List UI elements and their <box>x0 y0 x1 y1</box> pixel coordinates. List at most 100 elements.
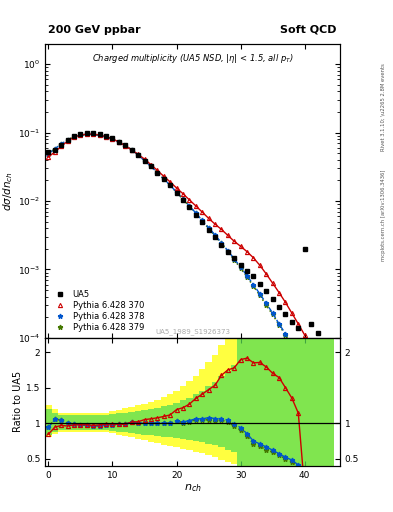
Pythia 6.428 379 <box>162 176 166 182</box>
Pythia 6.428 378 <box>251 282 256 288</box>
Text: Rivet 3.1.10; \u2265 2.8M events: Rivet 3.1.10; \u2265 2.8M events <box>381 63 386 152</box>
Pythia 6.428 370 <box>181 190 185 197</box>
X-axis label: $n_{ch}$: $n_{ch}$ <box>184 482 202 495</box>
Text: UA5_1989_S1926373: UA5_1989_S1926373 <box>155 328 230 335</box>
Pythia 6.428 378 <box>104 134 108 140</box>
Pythia 6.428 378 <box>110 136 115 142</box>
UA5 <box>104 133 108 139</box>
UA5 <box>168 182 173 188</box>
Pythia 6.428 370 <box>168 179 173 185</box>
UA5 <box>142 158 147 164</box>
Pythia 6.428 378 <box>65 137 70 143</box>
UA5 <box>251 273 256 279</box>
Pythia 6.428 378 <box>149 163 153 169</box>
UA5 <box>270 296 275 302</box>
Pythia 6.428 379 <box>270 311 275 317</box>
Pythia 6.428 379 <box>321 393 326 399</box>
Pythia 6.428 378 <box>238 264 243 270</box>
Pythia 6.428 370 <box>162 173 166 179</box>
Pythia 6.428 379 <box>245 274 250 280</box>
UA5 <box>219 242 224 248</box>
Pythia 6.428 379 <box>181 196 185 202</box>
Pythia 6.428 378 <box>129 147 134 153</box>
UA5 <box>277 304 281 310</box>
Pythia 6.428 379 <box>206 225 211 231</box>
UA5 <box>136 152 140 158</box>
Legend: UA5, Pythia 6.428 370, Pythia 6.428 378, Pythia 6.428 379: UA5, Pythia 6.428 370, Pythia 6.428 378,… <box>50 288 146 334</box>
Pythia 6.428 378 <box>142 158 147 164</box>
Pythia 6.428 379 <box>91 132 95 138</box>
UA5 <box>283 311 288 317</box>
Pythia 6.428 379 <box>226 248 230 254</box>
Pythia 6.428 370 <box>232 238 237 244</box>
Y-axis label: $d\sigma/dn_{ch}$: $d\sigma/dn_{ch}$ <box>1 171 15 210</box>
Line: Pythia 6.428 379: Pythia 6.428 379 <box>46 132 333 409</box>
Pythia 6.428 379 <box>72 134 76 140</box>
Pythia 6.428 378 <box>52 146 57 152</box>
Pythia 6.428 370 <box>59 143 64 150</box>
Pythia 6.428 378 <box>136 152 140 158</box>
Text: Charged multiplicity (UA5 NSD, $|\eta|$ < 1.5, all $p_T$): Charged multiplicity (UA5 NSD, $|\eta|$ … <box>92 52 294 66</box>
Pythia 6.428 378 <box>78 132 83 138</box>
Pythia 6.428 379 <box>328 403 333 410</box>
Pythia 6.428 370 <box>72 134 76 140</box>
Pythia 6.428 370 <box>174 185 179 191</box>
Pythia 6.428 370 <box>270 280 275 286</box>
Line: Pythia 6.428 370: Pythia 6.428 370 <box>46 132 307 337</box>
UA5 <box>123 142 128 148</box>
Pythia 6.428 379 <box>251 283 256 289</box>
Pythia 6.428 379 <box>129 147 134 153</box>
Pythia 6.428 378 <box>162 176 166 182</box>
Pythia 6.428 370 <box>97 132 102 138</box>
Pythia 6.428 379 <box>232 257 237 263</box>
Pythia 6.428 370 <box>257 262 262 268</box>
UA5 <box>193 211 198 218</box>
Pythia 6.428 379 <box>123 143 128 149</box>
Pythia 6.428 379 <box>65 137 70 143</box>
UA5 <box>52 147 57 154</box>
Pythia 6.428 379 <box>283 332 288 338</box>
Pythia 6.428 379 <box>46 151 51 157</box>
UA5 <box>302 246 307 252</box>
Pythia 6.428 370 <box>149 162 153 168</box>
Pythia 6.428 378 <box>270 310 275 316</box>
Y-axis label: Ratio to UA5: Ratio to UA5 <box>13 371 23 433</box>
Pythia 6.428 370 <box>302 332 307 338</box>
Pythia 6.428 379 <box>264 302 269 308</box>
Pythia 6.428 379 <box>116 139 121 145</box>
Pythia 6.428 370 <box>213 221 217 227</box>
Pythia 6.428 379 <box>149 163 153 169</box>
Pythia 6.428 370 <box>290 310 294 316</box>
Pythia 6.428 379 <box>52 146 57 152</box>
Pythia 6.428 378 <box>328 403 333 410</box>
Pythia 6.428 379 <box>315 384 320 390</box>
Pythia 6.428 370 <box>110 136 115 142</box>
Pythia 6.428 370 <box>283 300 288 306</box>
Pythia 6.428 378 <box>123 143 128 149</box>
Pythia 6.428 370 <box>206 215 211 221</box>
Pythia 6.428 379 <box>213 233 217 239</box>
UA5 <box>155 169 160 176</box>
UA5 <box>72 133 76 139</box>
Pythia 6.428 379 <box>104 134 108 140</box>
Pythia 6.428 370 <box>251 255 256 261</box>
Pythia 6.428 378 <box>309 372 314 378</box>
Pythia 6.428 378 <box>200 218 204 224</box>
Pythia 6.428 370 <box>155 167 160 174</box>
Pythia 6.428 378 <box>213 232 217 238</box>
Pythia 6.428 370 <box>78 132 83 138</box>
Pythia 6.428 370 <box>65 138 70 144</box>
Pythia 6.428 370 <box>129 147 134 153</box>
Pythia 6.428 378 <box>245 273 250 279</box>
Pythia 6.428 370 <box>136 152 140 158</box>
Pythia 6.428 379 <box>302 363 307 369</box>
Pythia 6.428 378 <box>116 139 121 145</box>
Pythia 6.428 378 <box>59 141 64 147</box>
UA5 <box>65 137 70 143</box>
UA5 <box>232 255 237 262</box>
UA5 <box>59 142 64 148</box>
UA5 <box>200 219 204 225</box>
Pythia 6.428 379 <box>155 169 160 176</box>
UA5 <box>226 249 230 255</box>
Pythia 6.428 379 <box>200 218 204 224</box>
